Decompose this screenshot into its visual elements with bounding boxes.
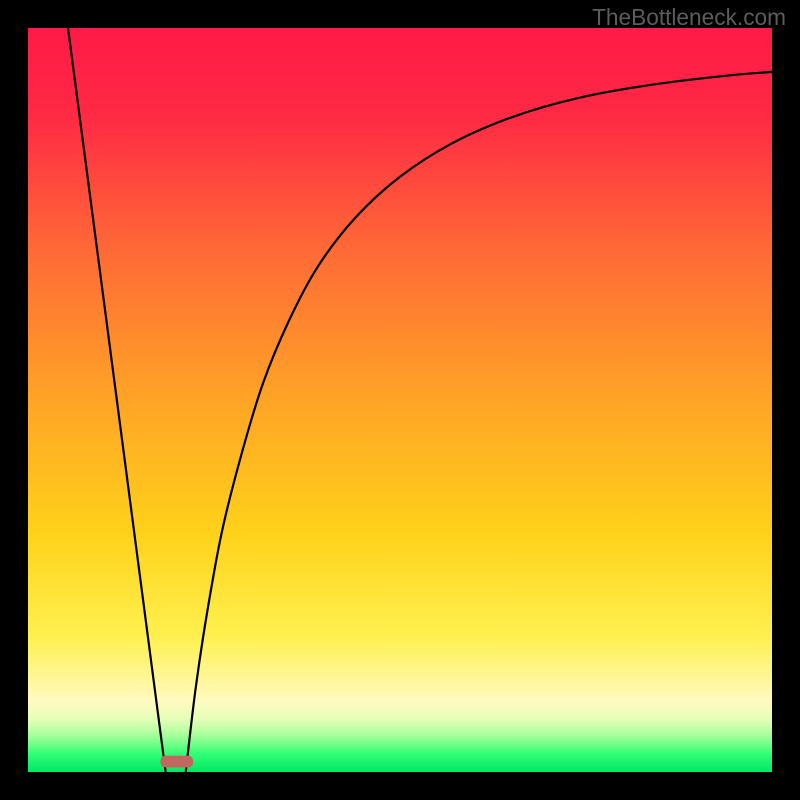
chart-container: TheBottleneck.com [0, 0, 800, 800]
plot-background [28, 28, 772, 772]
bottleneck-marker [160, 756, 193, 768]
bottleneck-chart-svg [0, 0, 800, 800]
watermark-text: TheBottleneck.com [592, 4, 786, 31]
